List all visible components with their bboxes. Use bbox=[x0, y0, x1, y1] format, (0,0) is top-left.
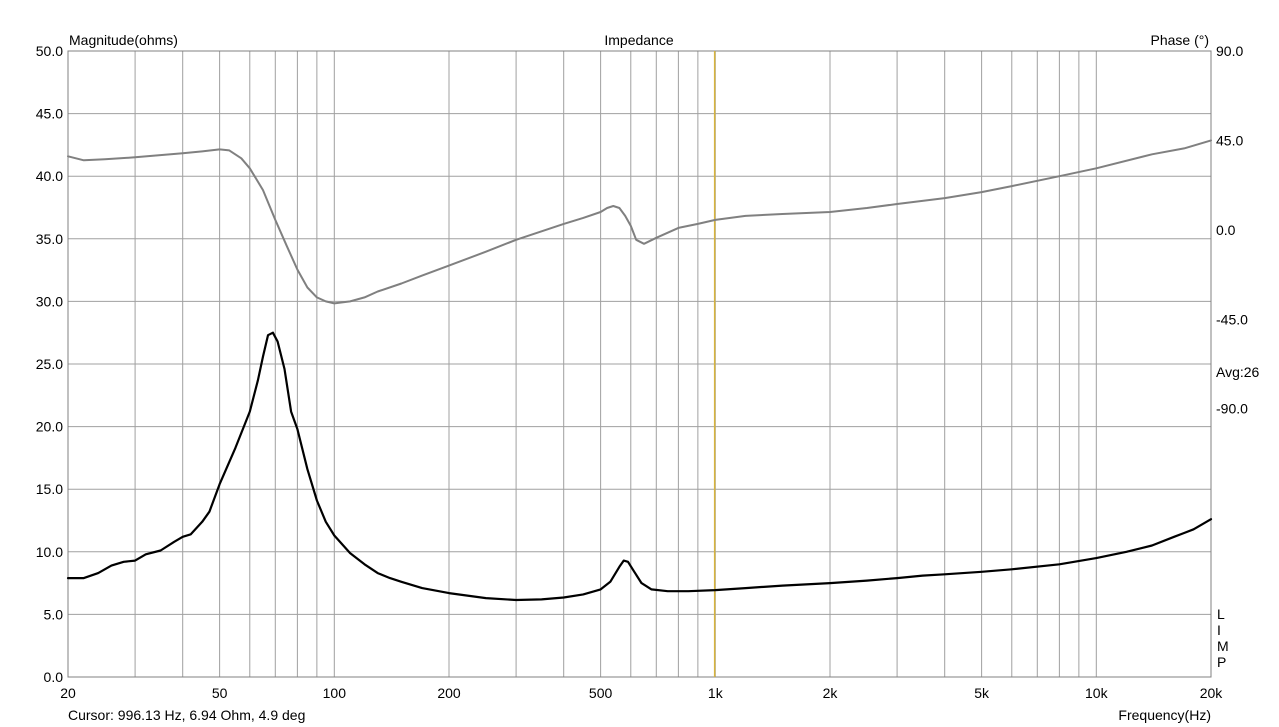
y-tick-label: 20.0 bbox=[36, 419, 63, 435]
x-tick-label: 1k bbox=[708, 685, 724, 701]
y2-tick-label: -90.0 bbox=[1216, 401, 1248, 417]
chart-title: Impedance bbox=[604, 32, 673, 48]
left-tick-labels: 0.0 5.0 10.0 15.0 20.0 25.0 30.0 35.0 40.0 45.0 50… bbox=[36, 43, 63, 685]
side-letter-i: I bbox=[1217, 622, 1221, 638]
side-letter-p: P bbox=[1217, 654, 1227, 670]
x-tick-label: 100 bbox=[323, 685, 347, 701]
phase-curve bbox=[67, 139, 1212, 305]
x-tick-label: 20k bbox=[1200, 685, 1224, 701]
right-tick-labels: 90.0 45.0 0.0 -45.0 -90.0 bbox=[1216, 43, 1248, 417]
y-tick-label: 45.0 bbox=[36, 106, 63, 122]
x-tick-label: 200 bbox=[437, 685, 461, 701]
x-tick-labels: 20 50 100 200 500 1k 2k 5k 10k 20k bbox=[60, 685, 1223, 701]
y-tick-label: 35.0 bbox=[36, 231, 63, 247]
y-tick-label: 0.0 bbox=[44, 669, 64, 685]
y-tick-label: 50.0 bbox=[36, 43, 63, 59]
y-tick-label: 25.0 bbox=[36, 356, 63, 372]
y2-axis-label: Phase (°) bbox=[1150, 32, 1209, 48]
y2-tick-label: 45.0 bbox=[1216, 132, 1243, 148]
y-axis-label: Magnitude(ohms) bbox=[69, 32, 178, 48]
cursor-readout: Cursor: 996.13 Hz, 6.94 Ohm, 4.9 deg bbox=[68, 707, 305, 723]
x-tick-label: 10k bbox=[1085, 685, 1109, 701]
y-tick-label: 5.0 bbox=[44, 606, 64, 622]
y-tick-label: 30.0 bbox=[36, 293, 63, 309]
y-tick-label: 15.0 bbox=[36, 481, 63, 497]
magnitude-curve bbox=[66, 331, 1213, 602]
y-grid bbox=[68, 113, 1211, 615]
x-axis-label: Frequency(Hz) bbox=[1118, 707, 1211, 723]
y2-tick-label: -45.0 bbox=[1216, 311, 1248, 327]
plot-frame bbox=[67, 50, 1212, 678]
x-tick-label: 2k bbox=[823, 685, 839, 701]
y-tick-label: 10.0 bbox=[36, 544, 63, 560]
series-layer bbox=[66, 139, 1213, 602]
y2-tick-label: 90.0 bbox=[1216, 43, 1243, 59]
x-tick-label: 5k bbox=[974, 685, 990, 701]
y2-tick-label: 0.0 bbox=[1216, 222, 1236, 238]
y-tick-label: 40.0 bbox=[36, 168, 63, 184]
side-letter-l: L bbox=[1217, 606, 1225, 622]
x-tick-label: 20 bbox=[60, 685, 76, 701]
x-tick-label: 50 bbox=[212, 685, 228, 701]
x-tick-label: 500 bbox=[589, 685, 613, 701]
average-label: Avg:26 bbox=[1216, 364, 1260, 380]
side-letter-m: M bbox=[1217, 638, 1229, 654]
